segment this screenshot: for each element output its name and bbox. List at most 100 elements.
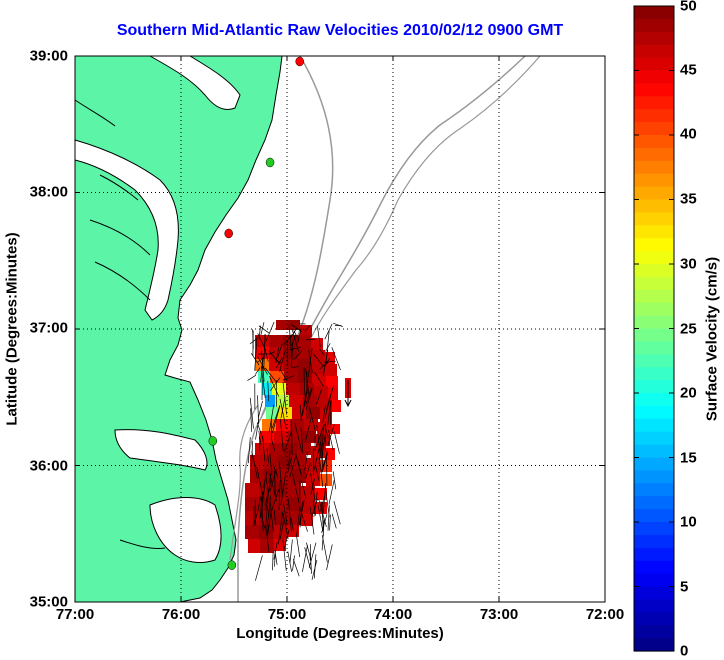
colorbar-swatch xyxy=(634,303,674,317)
colorbar-swatch xyxy=(634,109,674,123)
hf-radar-station xyxy=(266,158,274,167)
x-tick-label: 72:00 xyxy=(586,606,624,623)
velocity-arrow xyxy=(259,326,270,334)
colorbar-tick-label: 5 xyxy=(680,579,688,596)
velocity-cell xyxy=(289,395,303,407)
x-axis-label: Longitude (Degrees:Minutes) xyxy=(236,625,444,642)
velocity-cell xyxy=(288,320,300,330)
colorbar-swatch xyxy=(634,561,674,575)
velocity-cell xyxy=(276,419,290,431)
colorbar-swatch xyxy=(634,45,674,59)
colorbar-swatch xyxy=(634,316,674,330)
y-axis-label: Latitude (Degrees:Minutes) xyxy=(4,232,21,425)
colorbar-swatch xyxy=(634,264,674,278)
velocity-cell xyxy=(274,431,288,443)
colorbar-tick-label: 40 xyxy=(680,126,697,143)
velocity-cell xyxy=(245,497,259,511)
colorbar-swatch xyxy=(634,496,674,510)
colorbar-tick-label: 35 xyxy=(680,191,697,208)
colorbar-swatch xyxy=(634,599,674,613)
y-tick-label: 38:00 xyxy=(30,184,68,201)
velocity-cell xyxy=(283,359,297,371)
velocity-arrow xyxy=(327,544,333,570)
colorbar-swatch xyxy=(634,277,674,291)
colorbar-swatch xyxy=(634,419,674,433)
colorbar-swatch xyxy=(634,225,674,239)
colorbar-swatch xyxy=(634,122,674,136)
x-tick-label: 74:00 xyxy=(374,606,412,623)
colorbar-swatch xyxy=(634,135,674,149)
velocity-cell xyxy=(290,419,304,431)
colorbar-tick-label: 50 xyxy=(680,0,697,15)
colorbar-swatch xyxy=(634,212,674,226)
velocity-arrow xyxy=(332,514,336,529)
colorbar-swatch xyxy=(634,58,674,72)
colorbar-label: Surface Velocity (cm/s) xyxy=(704,257,721,421)
colorbar-swatch xyxy=(634,470,674,484)
velocity-cell xyxy=(331,400,341,412)
colorbar-swatch xyxy=(634,574,674,588)
colorbar-tick-label: 15 xyxy=(680,450,697,467)
velocity-cell xyxy=(259,483,273,497)
colorbar-swatch xyxy=(634,6,674,20)
velocity-cell xyxy=(297,443,311,455)
velocity-arrow xyxy=(273,553,274,571)
velocity-cell xyxy=(245,525,259,539)
velocity-arrow xyxy=(258,395,259,424)
velocity-cell xyxy=(311,362,325,374)
colorbar-swatch xyxy=(634,445,674,459)
colorbar-swatch xyxy=(634,535,674,549)
velocity-cell xyxy=(278,455,292,469)
colorbar-swatch xyxy=(634,83,674,97)
colorbar-swatch xyxy=(634,161,674,175)
velocity-cell xyxy=(312,374,326,386)
colorbar-swatch xyxy=(634,329,674,343)
colorbar-tick-label: 10 xyxy=(680,514,697,531)
colorbar-swatch xyxy=(634,432,674,446)
colorbar-tick-label: 45 xyxy=(680,62,697,79)
colorbar-swatch xyxy=(634,71,674,85)
velocity-arrow xyxy=(334,501,340,524)
colorbar-swatch xyxy=(634,290,674,304)
hf-radar-station xyxy=(209,436,217,445)
colorbar-tick-label: 25 xyxy=(680,321,697,338)
colorbar-swatch xyxy=(634,483,674,497)
velocity-arrow xyxy=(255,555,262,580)
velocity-cell xyxy=(311,350,325,362)
velocity-cell xyxy=(286,383,300,395)
colorbar-swatch xyxy=(634,393,674,407)
velocity-arrow xyxy=(247,375,256,380)
colorbar-swatch xyxy=(634,19,674,33)
colorbar-tick-label: 20 xyxy=(680,385,697,402)
colorbar-swatch xyxy=(634,406,674,420)
colorbar-swatch xyxy=(634,367,674,381)
colorbar-swatch xyxy=(634,612,674,626)
velocity-cell xyxy=(248,539,260,553)
velocity-cell xyxy=(288,431,302,443)
colorbar-tick-label: 30 xyxy=(680,256,697,273)
velocity-cell xyxy=(304,419,318,431)
colorbar-swatch xyxy=(634,174,674,188)
velocity-cell xyxy=(306,407,320,419)
velocity-cell xyxy=(287,483,301,497)
colorbar-swatch xyxy=(634,625,674,639)
velocity-cell xyxy=(269,335,283,347)
colorbar-swatch xyxy=(634,638,674,652)
velocity-arrow xyxy=(322,535,327,562)
velocity-cell xyxy=(260,539,274,553)
x-tick-label: 75:00 xyxy=(268,606,306,623)
velocity-cell xyxy=(302,431,316,443)
velocity-arrow xyxy=(290,540,292,563)
velocity-cell xyxy=(262,419,276,431)
colorbar-swatch xyxy=(634,354,674,368)
colorbar-swatch xyxy=(634,587,674,601)
y-tick-label: 37:00 xyxy=(30,320,68,337)
velocity-arrow xyxy=(333,323,343,327)
colorbar-swatch xyxy=(634,96,674,110)
velocity-arrow xyxy=(296,535,299,557)
y-tick-label: 39:00 xyxy=(30,48,68,65)
velocity-arrow xyxy=(293,555,295,570)
velocity-cell xyxy=(325,364,337,376)
x-tick-label: 76:00 xyxy=(162,606,200,623)
